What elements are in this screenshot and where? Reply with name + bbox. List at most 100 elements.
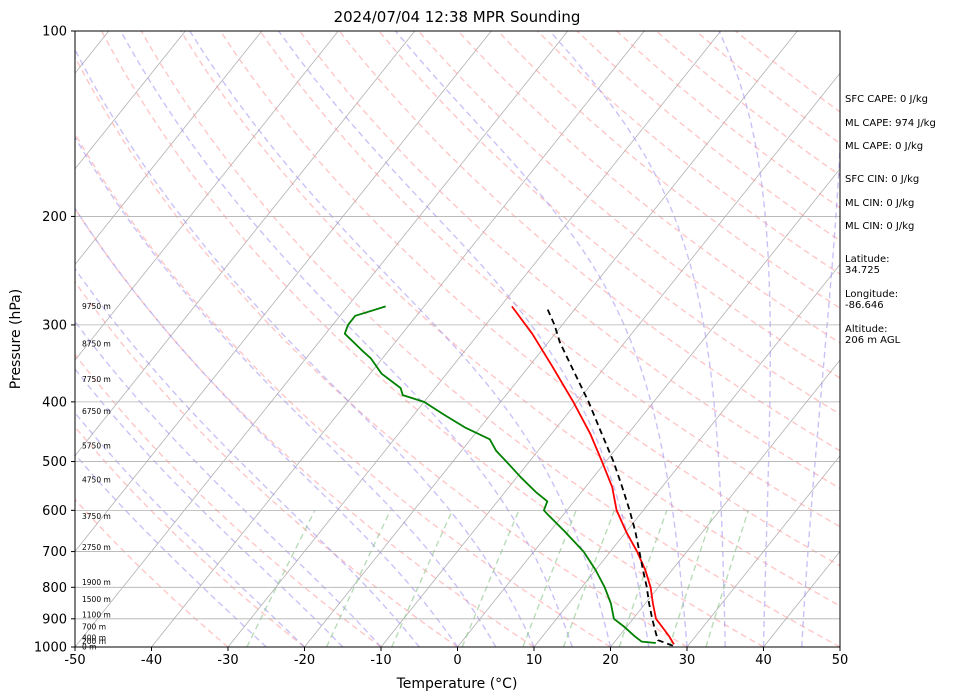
height-label: 400 m <box>82 634 106 643</box>
isotherm-line <box>75 31 263 266</box>
height-label: 200 m <box>82 637 106 646</box>
dry-adiabat-line <box>75 132 611 647</box>
isotherm-line <box>75 31 492 553</box>
moist-adiabat-line <box>75 48 535 647</box>
height-label: 9750 m <box>82 302 111 311</box>
latitude-value: 34.725 <box>845 265 880 276</box>
sfc-cin-text: SFC CIN: 0 J/kg <box>845 174 919 185</box>
y-tick-label: 700 <box>42 545 67 560</box>
moist-adiabat-line <box>75 207 459 647</box>
isotherm-line <box>457 168 840 647</box>
isotherm-line <box>533 263 840 647</box>
y-axis-ticks: 100 200 300 400 500 600 700 800 900 1000 <box>34 25 75 656</box>
height-label: 8750 m <box>82 339 111 348</box>
parcel-trace <box>545 306 674 647</box>
y-tick-label: 400 <box>42 395 67 410</box>
height-label: 2750 m <box>82 543 111 552</box>
dry-adiabat-line <box>457 31 840 344</box>
moist-adiabat-line <box>75 411 305 647</box>
height-label: 3750 m <box>82 512 111 521</box>
mixing-ratio-line <box>668 510 715 647</box>
height-label: 1100 m <box>82 610 111 619</box>
x-axis-ticks: -50 -40 -30 -20 -10 0 10 20 30 40 50 <box>64 647 848 668</box>
temperature-trace <box>511 305 675 645</box>
isotherm-line <box>75 31 416 457</box>
moist-adiabat-line <box>75 367 344 647</box>
ml-cin-text-2: ML CIN: 0 J/kg <box>845 221 914 232</box>
mixing-ratio-line <box>325 509 392 647</box>
altitude-label: Altitude: <box>845 324 887 335</box>
y-tick-label: 900 <box>42 612 67 627</box>
dry-adiabat-line <box>655 31 840 177</box>
isotherm-line <box>610 359 840 647</box>
latitude-label: Latitude: <box>845 254 890 265</box>
longitude-value: -86.646 <box>845 300 884 311</box>
x-tick-label: -20 <box>294 653 315 668</box>
height-label: 7750 m <box>82 375 111 384</box>
ml-cape-text: ML CAPE: 974 J/kg <box>845 118 936 129</box>
isotherm-line <box>380 72 840 647</box>
height-label: 5750 m <box>82 442 111 451</box>
isotherm-line <box>304 31 798 647</box>
dry-adiabat-line <box>75 207 535 647</box>
moist-adiabat-line <box>549 31 726 647</box>
sounding-traces <box>343 305 675 647</box>
y-tick-label: 200 <box>42 210 67 225</box>
dry-adiabat-line <box>417 31 840 379</box>
y-axis-label: Pressure (hPa) <box>8 289 24 389</box>
y-tick-label: 1000 <box>34 641 67 656</box>
chart-title: 2024/07/04 12:38 MPR Sounding <box>334 8 581 26</box>
height-label: 1500 m <box>82 595 111 604</box>
moist-adiabat-line <box>75 267 420 647</box>
mixing-ratio-line <box>618 510 668 647</box>
isotherm-line <box>75 31 569 647</box>
dry-adiabat-line <box>378 31 840 415</box>
x-tick-label: 30 <box>679 653 696 668</box>
height-label: 700 m <box>82 623 106 632</box>
x-tick-label: 20 <box>602 653 619 668</box>
dry-adiabat-line <box>75 498 229 647</box>
dry-adiabat-line <box>219 31 840 567</box>
dewpoint-trace <box>343 305 656 644</box>
moist-adiabat-line <box>801 131 840 647</box>
isotherm-line <box>75 31 186 170</box>
moist-adiabat-line <box>120 31 573 647</box>
longitude-label: Longitude: <box>845 289 898 300</box>
isotherm-line <box>686 455 840 647</box>
mixing-ratio-line <box>461 510 520 647</box>
x-tick-label: 50 <box>832 653 849 668</box>
x-tick-label: 40 <box>755 653 772 668</box>
ml-cin-text: ML CIN: 0 J/kg <box>845 198 914 209</box>
x-tick-label: 0 <box>453 653 461 668</box>
pressure-gridlines <box>75 216 840 620</box>
height-label: 1900 m <box>82 578 111 587</box>
mixing-ratio-line <box>705 510 750 647</box>
x-axis-label: Temperature (°C) <box>396 676 518 692</box>
moist-adiabat-line <box>278 31 650 647</box>
dry-adiabat-line <box>338 31 840 452</box>
ml-cape-text-2: ML CAPE: 0 J/kg <box>845 141 923 152</box>
dry-adiabat-line <box>695 31 840 145</box>
dry-adiabat-line <box>75 55 688 647</box>
mixing-ratio-line <box>562 510 616 647</box>
altitude-value: 206 m AGL <box>845 335 901 346</box>
dry-adiabat-line <box>140 31 840 647</box>
x-tick-label: -40 <box>141 653 162 668</box>
x-tick-label: -10 <box>370 653 391 668</box>
height-label: 6750 m <box>82 407 111 416</box>
isotherm-line <box>75 31 339 361</box>
side-panel: SFC CAPE: 0 J/kg ML CAPE: 974 J/kg ML CA… <box>845 94 936 346</box>
height-label: 4750 m <box>82 476 111 485</box>
moist-adiabat-line <box>718 31 771 647</box>
dry-adiabat-line <box>75 353 382 647</box>
dry-adiabat-line <box>497 31 840 310</box>
dry-adiabat-line <box>299 31 840 490</box>
y-tick-label: 300 <box>42 318 67 333</box>
mixing-ratio-line <box>391 510 454 647</box>
y-tick-label: 600 <box>42 504 67 519</box>
dry-adiabat-line <box>100 31 764 647</box>
isotherm-line <box>227 31 722 647</box>
